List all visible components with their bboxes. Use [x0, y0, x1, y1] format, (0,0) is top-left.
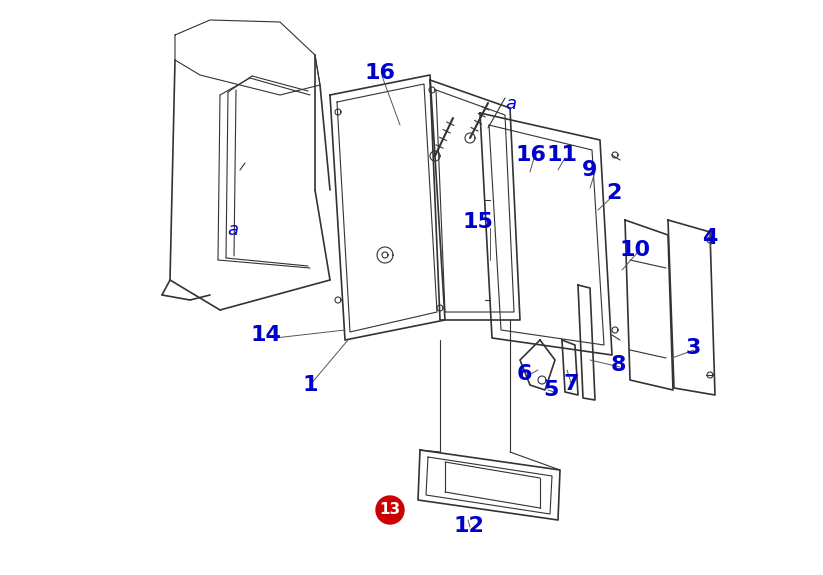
Text: a: a [505, 95, 517, 113]
Text: 1: 1 [302, 375, 318, 395]
Text: 3: 3 [686, 338, 700, 358]
Text: 16: 16 [365, 63, 396, 83]
Text: 10: 10 [620, 240, 650, 260]
Text: 11: 11 [546, 145, 578, 165]
Text: 14: 14 [250, 325, 281, 345]
Text: 6: 6 [516, 364, 532, 384]
Text: 5: 5 [543, 380, 559, 400]
Text: 13: 13 [379, 503, 401, 518]
Text: 4: 4 [702, 228, 718, 248]
Text: a: a [227, 221, 239, 239]
Text: 16: 16 [515, 145, 546, 165]
Text: 12: 12 [453, 516, 485, 536]
Text: 9: 9 [583, 160, 597, 180]
Text: 7: 7 [563, 374, 579, 394]
Text: 15: 15 [463, 212, 494, 232]
Text: 8: 8 [610, 355, 625, 375]
Text: 2: 2 [607, 183, 621, 203]
Circle shape [376, 496, 404, 524]
